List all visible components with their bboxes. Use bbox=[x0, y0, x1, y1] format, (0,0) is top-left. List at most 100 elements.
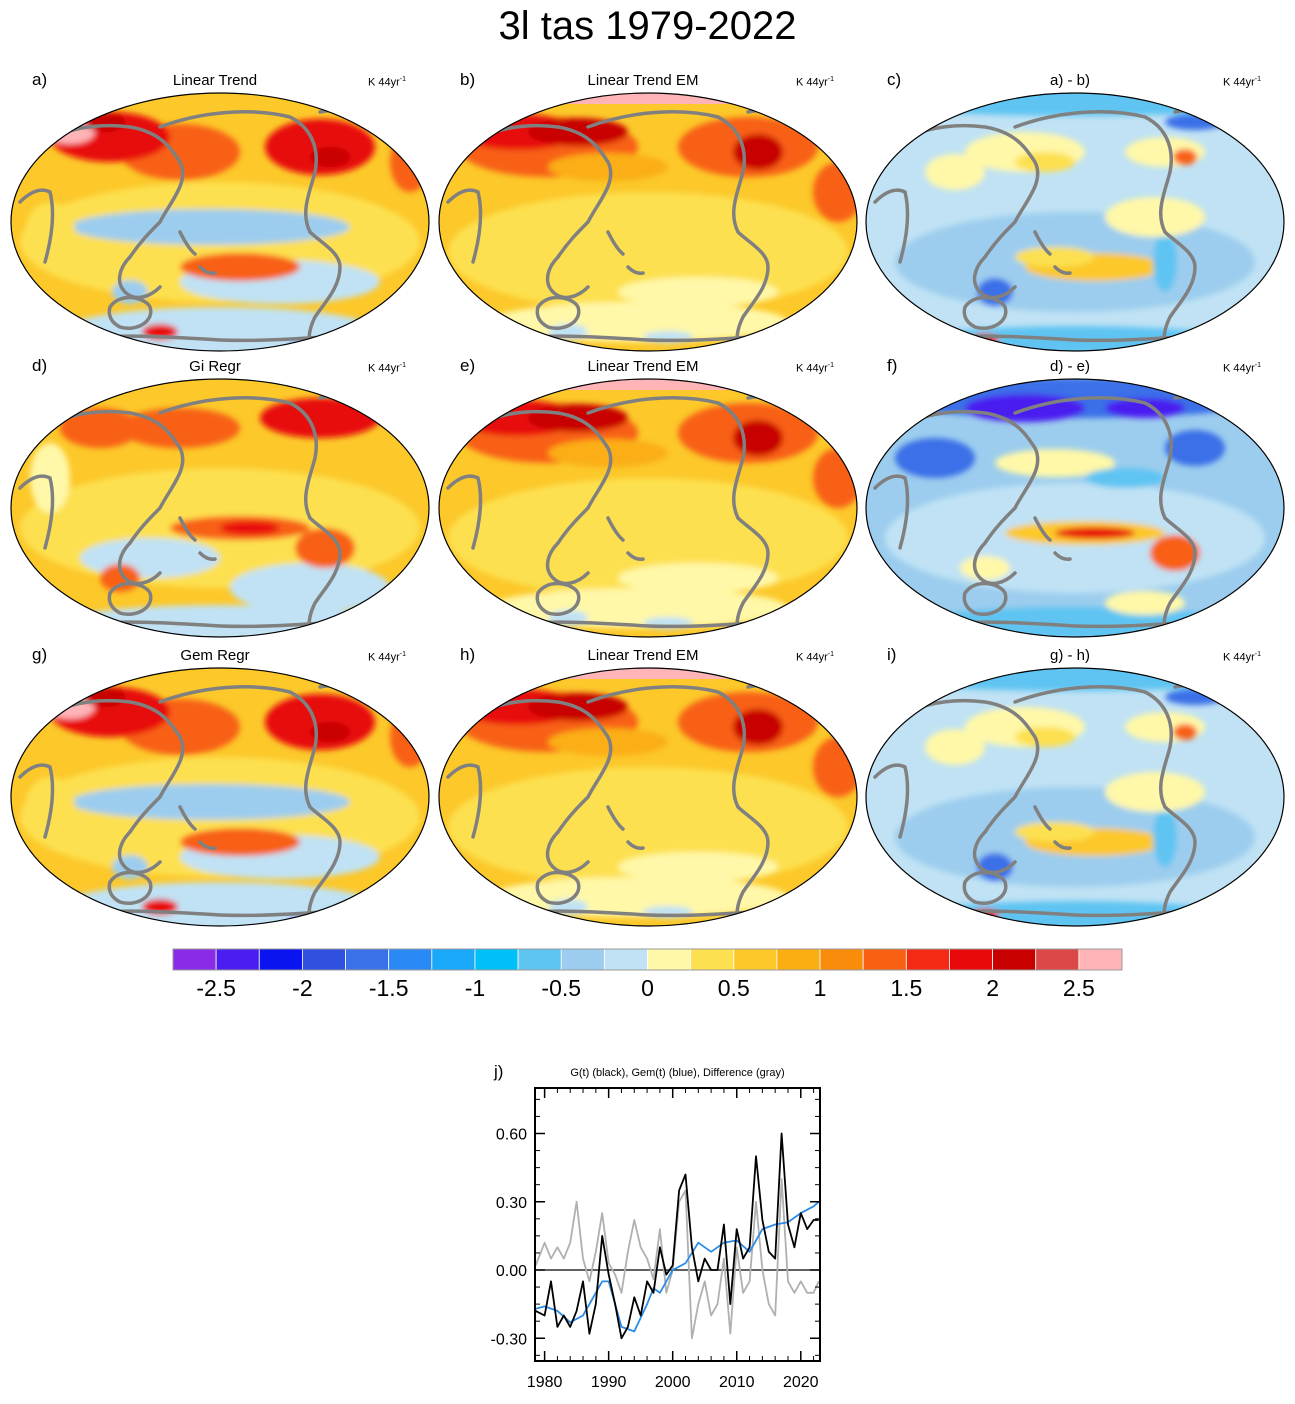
coastline bbox=[198, 265, 217, 275]
coastline bbox=[545, 541, 590, 586]
field-blob bbox=[1105, 772, 1205, 812]
coastline bbox=[606, 516, 625, 542]
coastline bbox=[158, 685, 318, 809]
coastline bbox=[117, 541, 162, 586]
coastline bbox=[158, 396, 318, 520]
field-blob bbox=[230, 563, 390, 613]
coastline bbox=[535, 870, 581, 905]
plot-frame bbox=[534, 1087, 821, 1362]
colorbar-box bbox=[431, 948, 476, 971]
map-border bbox=[865, 667, 1285, 927]
field-blob bbox=[1165, 430, 1225, 466]
field-blob bbox=[180, 828, 300, 856]
coastline bbox=[178, 516, 197, 542]
field-blob bbox=[1055, 527, 1135, 539]
field-blob bbox=[60, 408, 140, 448]
field-blob bbox=[1015, 152, 1075, 172]
colorbar-box bbox=[862, 948, 907, 971]
panel-units: K 44yr-1 bbox=[796, 76, 835, 89]
colorbar-tick-label: 0.5 bbox=[718, 975, 750, 1001]
map-panel-g: g) Gem Regr K 44yr-1 bbox=[0, 645, 430, 935]
panel-units: K 44yr-1 bbox=[368, 651, 407, 664]
colorbar-box bbox=[949, 948, 993, 971]
colorbar-box bbox=[733, 948, 778, 971]
field-blob bbox=[180, 253, 300, 281]
x-tick-label: 2000 bbox=[655, 1374, 691, 1391]
colorbar-box bbox=[172, 948, 217, 971]
map-e bbox=[438, 378, 858, 638]
map-f bbox=[865, 378, 1285, 638]
field-blob bbox=[925, 729, 985, 765]
field-blob bbox=[1015, 247, 1095, 267]
coastline bbox=[446, 763, 483, 839]
field-layer bbox=[11, 379, 429, 637]
panel-units: K 44yr-1 bbox=[796, 651, 835, 664]
coastline bbox=[883, 698, 1040, 834]
coastline bbox=[735, 230, 770, 344]
coastline bbox=[626, 265, 645, 275]
colorbar-box bbox=[345, 948, 390, 971]
panel-units: K 44yr-1 bbox=[368, 362, 407, 375]
coastline bbox=[158, 110, 318, 234]
panel-letter: c) bbox=[887, 70, 902, 89]
coastline bbox=[198, 840, 217, 850]
field-layer bbox=[439, 379, 857, 637]
coastline bbox=[586, 110, 746, 234]
map-panel-b: b) Linear Trend EM K 44yr-1 bbox=[428, 70, 858, 360]
field-layer bbox=[439, 668, 857, 926]
panel-title: a) - b) bbox=[1049, 72, 1090, 89]
field-blob bbox=[1105, 197, 1205, 237]
colorbar-box bbox=[992, 948, 1037, 971]
field-blob bbox=[548, 439, 668, 467]
coastline bbox=[1013, 685, 1173, 809]
panel-letter: i) bbox=[887, 645, 897, 664]
colorbar-box bbox=[819, 948, 864, 971]
series-line bbox=[535, 1178, 820, 1340]
field-layer bbox=[866, 93, 1284, 351]
map-border bbox=[10, 378, 430, 638]
map-border bbox=[438, 92, 858, 352]
field-blob bbox=[390, 707, 429, 767]
field-blob bbox=[265, 119, 375, 175]
panel-title: Linear Trend bbox=[172, 72, 258, 89]
x-tick-label: 1990 bbox=[591, 1374, 627, 1391]
coastline bbox=[1013, 396, 1173, 520]
field-blob bbox=[85, 687, 125, 707]
coastline bbox=[456, 698, 613, 834]
coastline bbox=[18, 474, 55, 550]
field-blob bbox=[618, 563, 778, 593]
colorbar-tick-label: -1.5 bbox=[369, 975, 409, 1001]
panel-title: d) - e) bbox=[1049, 358, 1090, 375]
field-blob bbox=[885, 671, 945, 687]
map-d bbox=[10, 378, 430, 638]
map-panel-h: h) Linear Trend EM K 44yr-1 bbox=[428, 645, 858, 935]
field-blob bbox=[915, 607, 1235, 637]
field-blob bbox=[1153, 807, 1177, 867]
field-blob bbox=[70, 209, 350, 245]
panel-units: K 44yr-1 bbox=[1223, 76, 1262, 89]
field-blob bbox=[1173, 724, 1197, 740]
panel-title: Linear Trend EM bbox=[587, 647, 699, 664]
panel-title: Linear Trend EM bbox=[587, 72, 699, 89]
coastline bbox=[735, 516, 770, 630]
coastline bbox=[307, 516, 342, 630]
field-layer bbox=[11, 668, 429, 926]
coastline bbox=[972, 255, 1017, 300]
coastline bbox=[586, 685, 746, 809]
colorbar-box bbox=[1078, 948, 1123, 971]
coastline bbox=[1053, 265, 1072, 275]
colorbar-box bbox=[560, 948, 605, 971]
coastline bbox=[972, 541, 1017, 586]
coastline bbox=[1053, 551, 1072, 561]
coastline bbox=[446, 188, 483, 264]
coastline bbox=[606, 230, 625, 256]
colorbar-box bbox=[776, 948, 821, 971]
coastline bbox=[28, 409, 185, 545]
field-blob bbox=[70, 784, 350, 820]
coastline bbox=[873, 474, 910, 550]
coastline bbox=[307, 230, 342, 344]
colorbar-box bbox=[388, 948, 433, 971]
colorbar-box bbox=[905, 948, 950, 971]
series-line bbox=[535, 1132, 819, 1340]
colorbar-box bbox=[603, 948, 648, 971]
